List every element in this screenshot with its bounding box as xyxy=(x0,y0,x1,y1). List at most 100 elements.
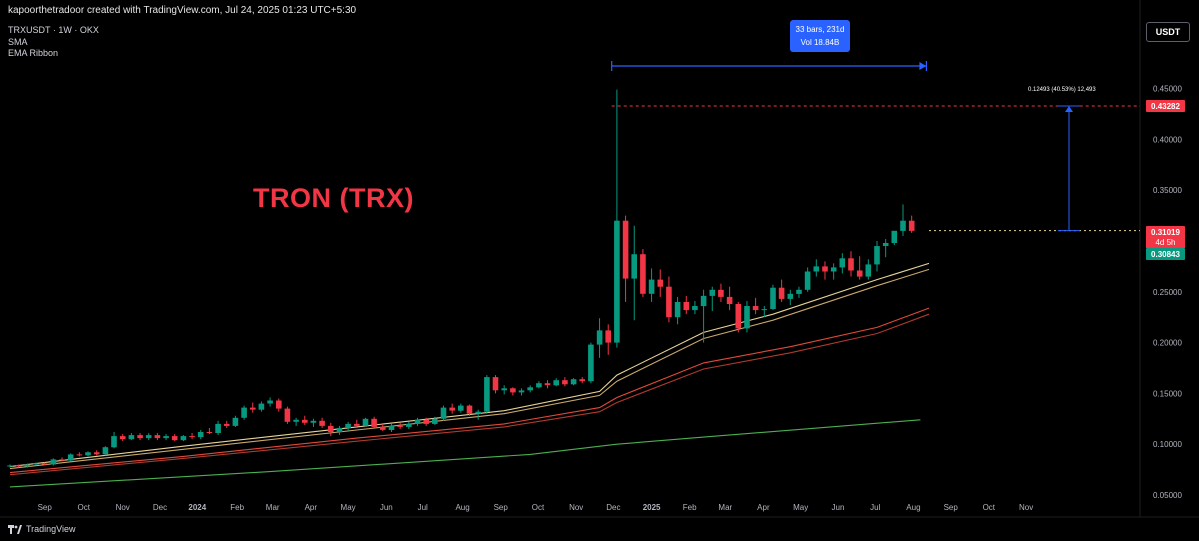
current-price-tag: 0.31019 xyxy=(1146,226,1185,238)
candle xyxy=(804,267,811,292)
candle-body xyxy=(666,286,672,318)
candle-body xyxy=(674,302,681,318)
y-tick-label: 0.40000 xyxy=(1153,135,1182,144)
candle xyxy=(700,289,707,343)
candle-body xyxy=(605,330,611,343)
x-tick-label: 2024 xyxy=(188,503,206,512)
tradingview-footer[interactable]: TradingView xyxy=(8,524,76,534)
candle-body xyxy=(302,419,308,423)
candle xyxy=(41,462,48,466)
candle-body xyxy=(145,435,152,439)
x-tick-label: Nov xyxy=(569,503,583,512)
candle-body xyxy=(250,407,256,410)
x-tick-label: Feb xyxy=(683,503,697,512)
indicator-line-ema-ribbon-3 xyxy=(9,307,930,474)
candle xyxy=(518,388,525,396)
candle-body xyxy=(362,418,369,426)
candle-body xyxy=(215,423,221,433)
candle xyxy=(93,450,100,456)
candle xyxy=(648,268,655,302)
candle xyxy=(501,385,507,395)
candle-body xyxy=(900,220,906,231)
candle-body xyxy=(440,407,447,419)
candle xyxy=(423,417,429,426)
candle-body xyxy=(709,289,716,296)
candle xyxy=(596,318,603,358)
candle xyxy=(544,380,551,389)
candle-body xyxy=(830,267,837,272)
candle xyxy=(111,432,117,449)
candle xyxy=(310,418,317,427)
candle-body xyxy=(726,296,733,304)
candle-body xyxy=(683,302,690,311)
indicator-ema-label[interactable]: EMA Ribbon xyxy=(8,48,59,58)
candle-body xyxy=(354,423,360,426)
candle-body xyxy=(657,279,664,287)
x-tick-label: Oct xyxy=(983,503,996,512)
x-tick-label: Mar xyxy=(718,503,732,512)
candle-body xyxy=(492,377,499,391)
candle-body xyxy=(761,309,768,311)
candle xyxy=(302,415,308,425)
candle-body xyxy=(562,380,568,385)
price-range-arrowhead xyxy=(1065,106,1073,113)
candle xyxy=(328,422,334,437)
indicator-sma-label[interactable]: SMA xyxy=(8,37,28,47)
candle-body xyxy=(24,464,31,467)
candle-body xyxy=(822,266,828,272)
candle-body xyxy=(310,420,317,423)
candle xyxy=(666,276,672,323)
candle xyxy=(761,306,768,318)
watermark-text: kapoorthetradoor created with TradingVie… xyxy=(8,5,357,16)
candle-body xyxy=(770,287,776,309)
candle-body xyxy=(622,220,629,279)
candle xyxy=(605,324,611,355)
y-tick-label: 0.25000 xyxy=(1153,288,1182,297)
candle-body xyxy=(7,465,13,467)
candle xyxy=(67,453,74,462)
candle-body xyxy=(128,435,135,440)
candle xyxy=(128,433,135,441)
x-tick-label: 2025 xyxy=(643,503,661,512)
candle xyxy=(414,417,421,426)
x-tick-label: Nov xyxy=(116,503,130,512)
candle-body xyxy=(267,400,273,404)
date-range-measure-box[interactable]: 33 bars, 231d Vol 18.84B xyxy=(790,20,850,52)
countdown-tag: 4d 5h xyxy=(1146,237,1185,248)
currency-button[interactable]: USDT xyxy=(1146,22,1190,42)
y-tick-label: 0.05000 xyxy=(1153,491,1182,500)
candle xyxy=(371,416,377,428)
candle-body xyxy=(579,379,585,382)
x-tick-label: Sep xyxy=(494,503,509,512)
candle-body xyxy=(553,380,559,386)
symbol-line[interactable]: TRXUSDT · 1W · OKX xyxy=(8,25,99,35)
candle xyxy=(15,464,22,468)
candle xyxy=(59,457,65,462)
candle-body xyxy=(874,246,880,265)
candle xyxy=(562,377,568,387)
candle-body xyxy=(93,452,100,455)
x-tick-label: Sep xyxy=(944,503,959,512)
y-tick-label: 0.20000 xyxy=(1153,339,1182,348)
candle-body xyxy=(328,425,334,432)
candle xyxy=(163,434,169,441)
candle xyxy=(137,433,143,441)
candle xyxy=(735,301,742,333)
candle xyxy=(865,259,872,280)
indicator-line-ema-ribbon-2 xyxy=(9,268,930,470)
x-tick-label: May xyxy=(793,503,808,512)
lower-price-tag: 0.30843 xyxy=(1146,248,1185,260)
indicator-line-ema-ribbon-1 xyxy=(9,262,930,468)
candle-body xyxy=(458,405,464,411)
candle xyxy=(206,427,213,435)
candle xyxy=(466,404,473,416)
candle xyxy=(215,420,221,436)
candle xyxy=(527,385,533,393)
candle-body xyxy=(33,463,39,465)
candle-body xyxy=(206,432,213,433)
candle xyxy=(102,446,109,456)
candle-body xyxy=(180,436,187,441)
x-tick-label: Aug xyxy=(906,503,920,512)
candle xyxy=(570,378,577,386)
